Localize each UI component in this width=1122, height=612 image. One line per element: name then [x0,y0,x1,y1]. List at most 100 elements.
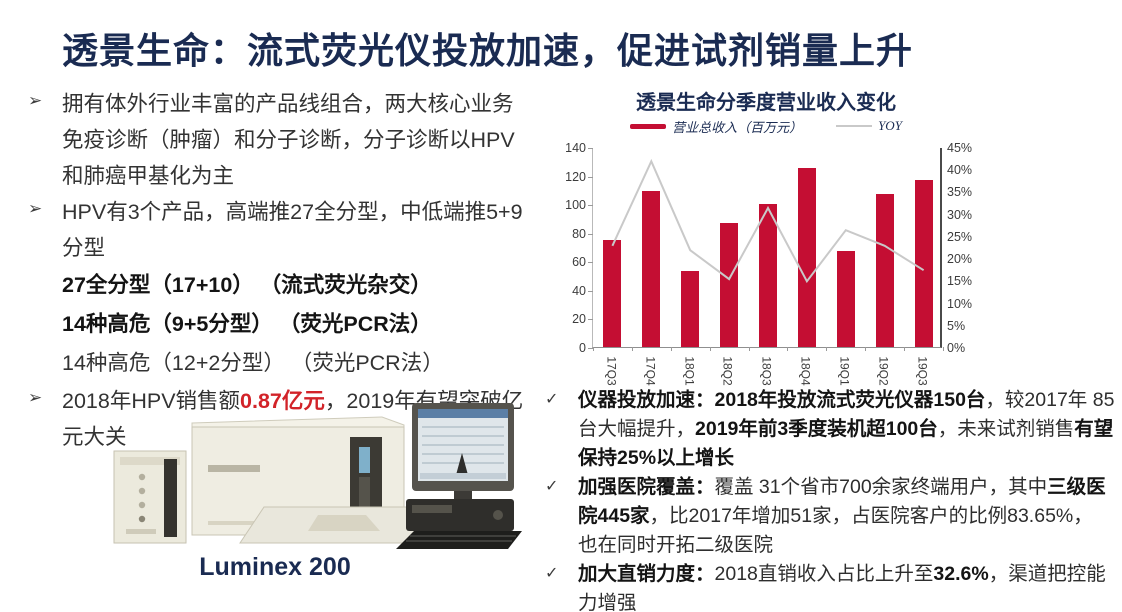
text-segment: ，未来试剂销售 [937,418,1075,440]
right-axis-tick: 45% [947,141,973,155]
bullet-text: 27全分型（17+10） （流式荧光杂交） [62,266,533,305]
right-axis-tick: 15% [947,274,973,289]
bullet-indent [28,305,62,310]
legend-item: YOY [836,118,902,134]
list-item: 14种高危（9+5分型） （荧光PCR法） [28,305,533,344]
text-segment: ，渠道把控能力增强 [578,563,1106,612]
bullet-text: 拥有体外行业丰富的产品线组合，两大核心业务免疫诊断（肿瘤）和分子诊断，分子诊断以… [62,86,533,194]
bullet-indent [28,344,62,349]
x-axis-label-text: 17Q4 [643,356,658,386]
text-segment: 2019年前3季度装机超100台 [695,418,938,440]
list-item: 27全分型（17+10） （流式荧光杂交） [28,266,533,305]
right-bullet-list: ✓ 仪器投放加速：2018年投放流式荧光仪器150台，较2017年 85台大幅提升… [545,386,1117,612]
text-segment: ，2019年有望突破亿元大关 [62,389,524,449]
tick-mark [588,290,593,292]
yoy-line [611,158,925,284]
text-segment: 仪器投放加速：2018年投放流式荧光仪器150台 [578,389,986,411]
legend-item: 营业总收入（百万元） [630,117,802,136]
legend-label: YOY [878,118,902,133]
list-item: ✓ 加强医院覆盖：覆盖 31个省市700余家终端用户，其中三级医院445家，比20… [545,473,1117,560]
x-axis-label-text: 19Q3 [915,356,930,386]
bullet-indent [28,266,62,271]
text-segment: 27全分型（17+10） （流式荧光杂交） [62,273,432,297]
right-axis-tick: 20% [947,252,973,267]
text-segment: 0.87亿元 [240,389,325,413]
left-axis-tick: 60 [572,255,586,270]
tick-mark [670,347,672,351]
left-axis-tick: 40 [572,283,586,298]
x-axis-label-text: 19Q2 [876,356,891,386]
text-segment: 有望保持25%以上增长 [578,418,1114,469]
tick-mark [787,347,789,351]
text-segment: ，比2017年增加51家，占医院客户的比例83.65%， 也在同时开拓二级医院 [578,505,1093,556]
chart-legend: 营业总收入（百万元） YOY [552,114,980,138]
text-segment: 覆盖 31个省市700余家终端用户，其中 [714,476,1048,498]
left-axis-tick: 120 [565,169,586,184]
list-item: ✓ 加大直销力度：2018直销收入占比上升至32.6%，渠道把控能力增强 [545,560,1117,612]
instrument-caption: Luminex 200 [199,553,351,581]
bullet-text: 2018年HPV销售额0.87亿元，2019年有望突破亿元大关 [62,383,533,455]
text-segment: HPV有3个产品，高端推27全分型，中低端推5+9分型 [62,200,523,260]
right-axis-tick: 35% [947,185,973,200]
tick-mark [943,347,944,351]
left-axis-tick: 140 [565,141,586,155]
tick-mark [748,347,750,351]
list-item: ➢ 2018年HPV销售额0.87亿元，2019年有望突破亿元大关 [28,383,533,455]
quarterly-revenue-chart: 透景生命分季度营业收入变化 营业总收入（百万元） YOY 140 120 100 80 6… [552,86,980,396]
tick-mark [588,319,593,321]
instrument-illustration [113,403,522,549]
arrow-bullet-icon: ➢ [28,388,43,407]
x-axis-label-text: 18Q3 [759,356,774,386]
tick-mark [593,347,594,351]
list-item: 14种高危（12+2分型） （荧光PCR法） [28,344,533,383]
text-segment: ，较2017年 85台大幅提升， [578,389,1115,440]
right-axis-tick: 10% [947,296,973,311]
text-segment: 加强医院覆盖： [578,476,715,498]
tick-mark [588,233,593,235]
luminex-instrument-image [112,403,524,551]
x-axis-label-text: 18Q1 [682,356,697,386]
tick-mark [631,347,633,351]
chart-plot-area: 140 120 100 80 60 40 20 0 45% 40% 35% 30% 25% 20% 15% 1… [565,141,972,355]
list-item: ➢ 拥有体外行业丰富的产品线组合，两大核心业务免疫诊断（肿瘤）和分子诊断，分子诊断… [28,86,533,194]
left-axis-tick: 20 [572,312,586,327]
bullet-text: HPV有3个产品，高端推27全分型，中低端推5+9分型 [62,194,533,266]
left-bullet-list: ➢ 拥有体外行业丰富的产品线组合，两大核心业务免疫诊断（肿瘤）和分子诊断，分子诊断… [28,86,533,455]
legend-line-swatch [836,125,873,127]
x-axis-label-text: 18Q4 [798,356,813,386]
page-title: 透景生命：流式荧光仪投放加速，促进试剂销量上升 [62,30,914,71]
check-icon: ✓ [545,478,559,495]
bullet-text: 14种高危（12+2分型） （荧光PCR法） [62,344,533,383]
legend-label: 营业总收入（百万元） [672,119,803,135]
text-segment: 加大直销力度： [578,563,715,585]
check-icon: ✓ [545,565,559,582]
text-segment: 2018年HPV销售额 [62,389,241,413]
text-segment: 拥有体外行业丰富的产品线组合，两大核心业务免疫诊断（肿瘤）和分子诊断，分子诊断以… [62,92,515,188]
tick-mark [826,347,828,351]
arrow-bullet-icon: ➢ [28,91,43,110]
chart-title: 透景生命分季度营业收入变化 [636,92,896,114]
check-icon: ✓ [545,391,559,408]
tick-mark [588,348,593,349]
text-segment: 2018直销收入占比上升至 [714,563,934,585]
bullet-text: 加强医院覆盖：覆盖 31个省市700余家终端用户，其中三级医院445家，比201… [578,473,1117,560]
tick-mark [865,347,867,351]
bar-18Q2 [720,222,739,347]
left-axis-tick: 100 [565,198,586,213]
tick-mark [588,262,593,264]
bar-18Q3 [759,204,777,347]
bullet-text: 仪器投放加速：2018年投放流式荧光仪器150台，较2017年 85台大幅提升，… [578,386,1117,473]
list-item: ➢ HPV有3个产品，高端推27全分型，中低端推5+9分型 [28,194,533,266]
legend-bar-swatch [630,123,667,129]
text-segment: 14种高危（12+2分型） （荧光PCR法） [62,351,444,375]
bar-19Q3 [914,179,933,347]
bar-17Q4 [642,191,661,347]
list-item: ✓ 仪器投放加速：2018年投放流式荧光仪器150台，较2017年 85台大幅提升… [545,386,1117,473]
text-segment: 32.6% [933,563,989,585]
x-axis-label-text: 17Q3 [604,356,619,386]
right-axis-tick: 0% [947,341,966,355]
bar-18Q4 [797,168,816,347]
bullet-text: 加大直销力度：2018直销收入占比上升至32.6%，渠道把控能力增强 [578,560,1117,612]
bullet-text: 14种高危（9+5分型） （荧光PCR法） [62,305,533,344]
